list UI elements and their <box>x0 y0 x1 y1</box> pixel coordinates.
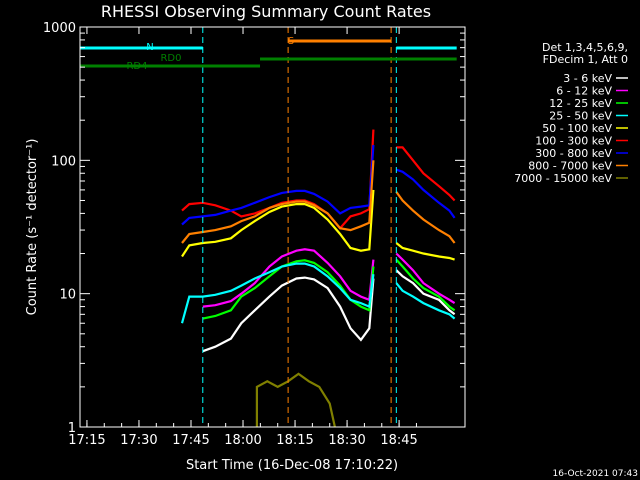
legend-label-8: 7000 - 15000 keV <box>514 172 612 185</box>
axes-layer: 17:15 17:30 17:45 18:00 18:15 18:30 18:45 1 10 10… <box>43 21 466 448</box>
series-layer <box>180 129 456 428</box>
series-4-line-6 <box>395 242 455 261</box>
flag-label-s: S <box>288 36 294 47</box>
series-2-line-0 <box>202 259 375 320</box>
series-0-line-1 <box>395 269 456 316</box>
legend-label-0: 3 - 6 keV <box>563 72 612 85</box>
legend-label-7: 800 - 7000 keV <box>528 160 612 173</box>
series-5-line-6 <box>396 146 456 202</box>
series-0-line-0 <box>202 276 375 353</box>
x-tick-label-2: 17:45 <box>172 433 209 448</box>
legend-header-1: FDecim 1, Att 0 <box>543 53 628 66</box>
series-2-line-1 <box>395 258 456 312</box>
legend-label-6: 300 - 800 keV <box>535 147 612 160</box>
flag-label-n: N <box>146 42 153 53</box>
series-8 <box>255 372 336 428</box>
series-5-line-5 <box>181 129 375 230</box>
legend: Det 1,3,4,5,6,9,FDecim 1, Att 0 3 - 6 keV… <box>514 41 628 185</box>
series-1 <box>202 248 456 308</box>
series-3 <box>180 262 456 324</box>
x-tick-label-6: 18:45 <box>380 433 417 448</box>
series-6-line-5 <box>181 145 375 226</box>
y-axis-label: Count Rate (s⁻¹ detector⁻¹) <box>25 139 40 316</box>
y-tick-label-3: 1000 <box>43 21 76 36</box>
legend-label-4: 50 - 100 keV <box>542 122 612 135</box>
series-6-line-6 <box>395 168 456 219</box>
legend-label-5: 100 - 300 keV <box>535 135 612 148</box>
flag-label-rd4: RD4 <box>126 61 147 72</box>
series-6 <box>181 145 456 226</box>
legend-label-3: 25 - 50 keV <box>549 110 612 123</box>
x-tick-label-0: 17:15 <box>68 433 105 448</box>
y-tick-label-0: 1 <box>68 421 76 436</box>
series-3-line-5 <box>180 262 375 324</box>
series-7-line-6 <box>395 191 456 244</box>
y-tick-label-2: 100 <box>51 154 76 169</box>
series-4-line-5 <box>181 189 375 258</box>
flag-layer: N S RD0 RD4 <box>80 27 457 427</box>
x-axis-label: Start Time (16-Dec-08 17:10:22) <box>186 458 398 473</box>
x-tick-label-1: 17:30 <box>120 433 157 448</box>
x-tick-label-4: 18:15 <box>276 433 313 448</box>
series-8-line-0 <box>255 372 336 428</box>
series-0 <box>202 269 456 353</box>
flag-label-rd0: RD0 <box>160 53 181 64</box>
y-tick-label-1: 10 <box>59 288 76 303</box>
plot-frame <box>79 26 466 428</box>
generation-timestamp: 16-Oct-2021 07:43 <box>553 469 638 479</box>
series-1-line-1 <box>395 252 456 305</box>
series-4 <box>181 189 455 261</box>
series-3-line-6 <box>395 282 456 320</box>
series-5 <box>181 129 456 230</box>
series-2 <box>202 258 456 320</box>
legend-label-1: 6 - 12 keV <box>556 85 612 98</box>
x-tick-label-5: 18:30 <box>328 433 365 448</box>
x-tick-label-3: 18:00 <box>224 433 261 448</box>
series-1-line-0 <box>202 248 375 308</box>
legend-label-2: 12 - 25 keV <box>549 97 612 110</box>
chart-title: RHESSI Observing Summary Count Rates <box>101 2 431 21</box>
series-7 <box>181 160 456 244</box>
series-7-line-5 <box>181 160 375 244</box>
legend-header-0: Det 1,3,4,5,6,9, <box>542 41 628 54</box>
